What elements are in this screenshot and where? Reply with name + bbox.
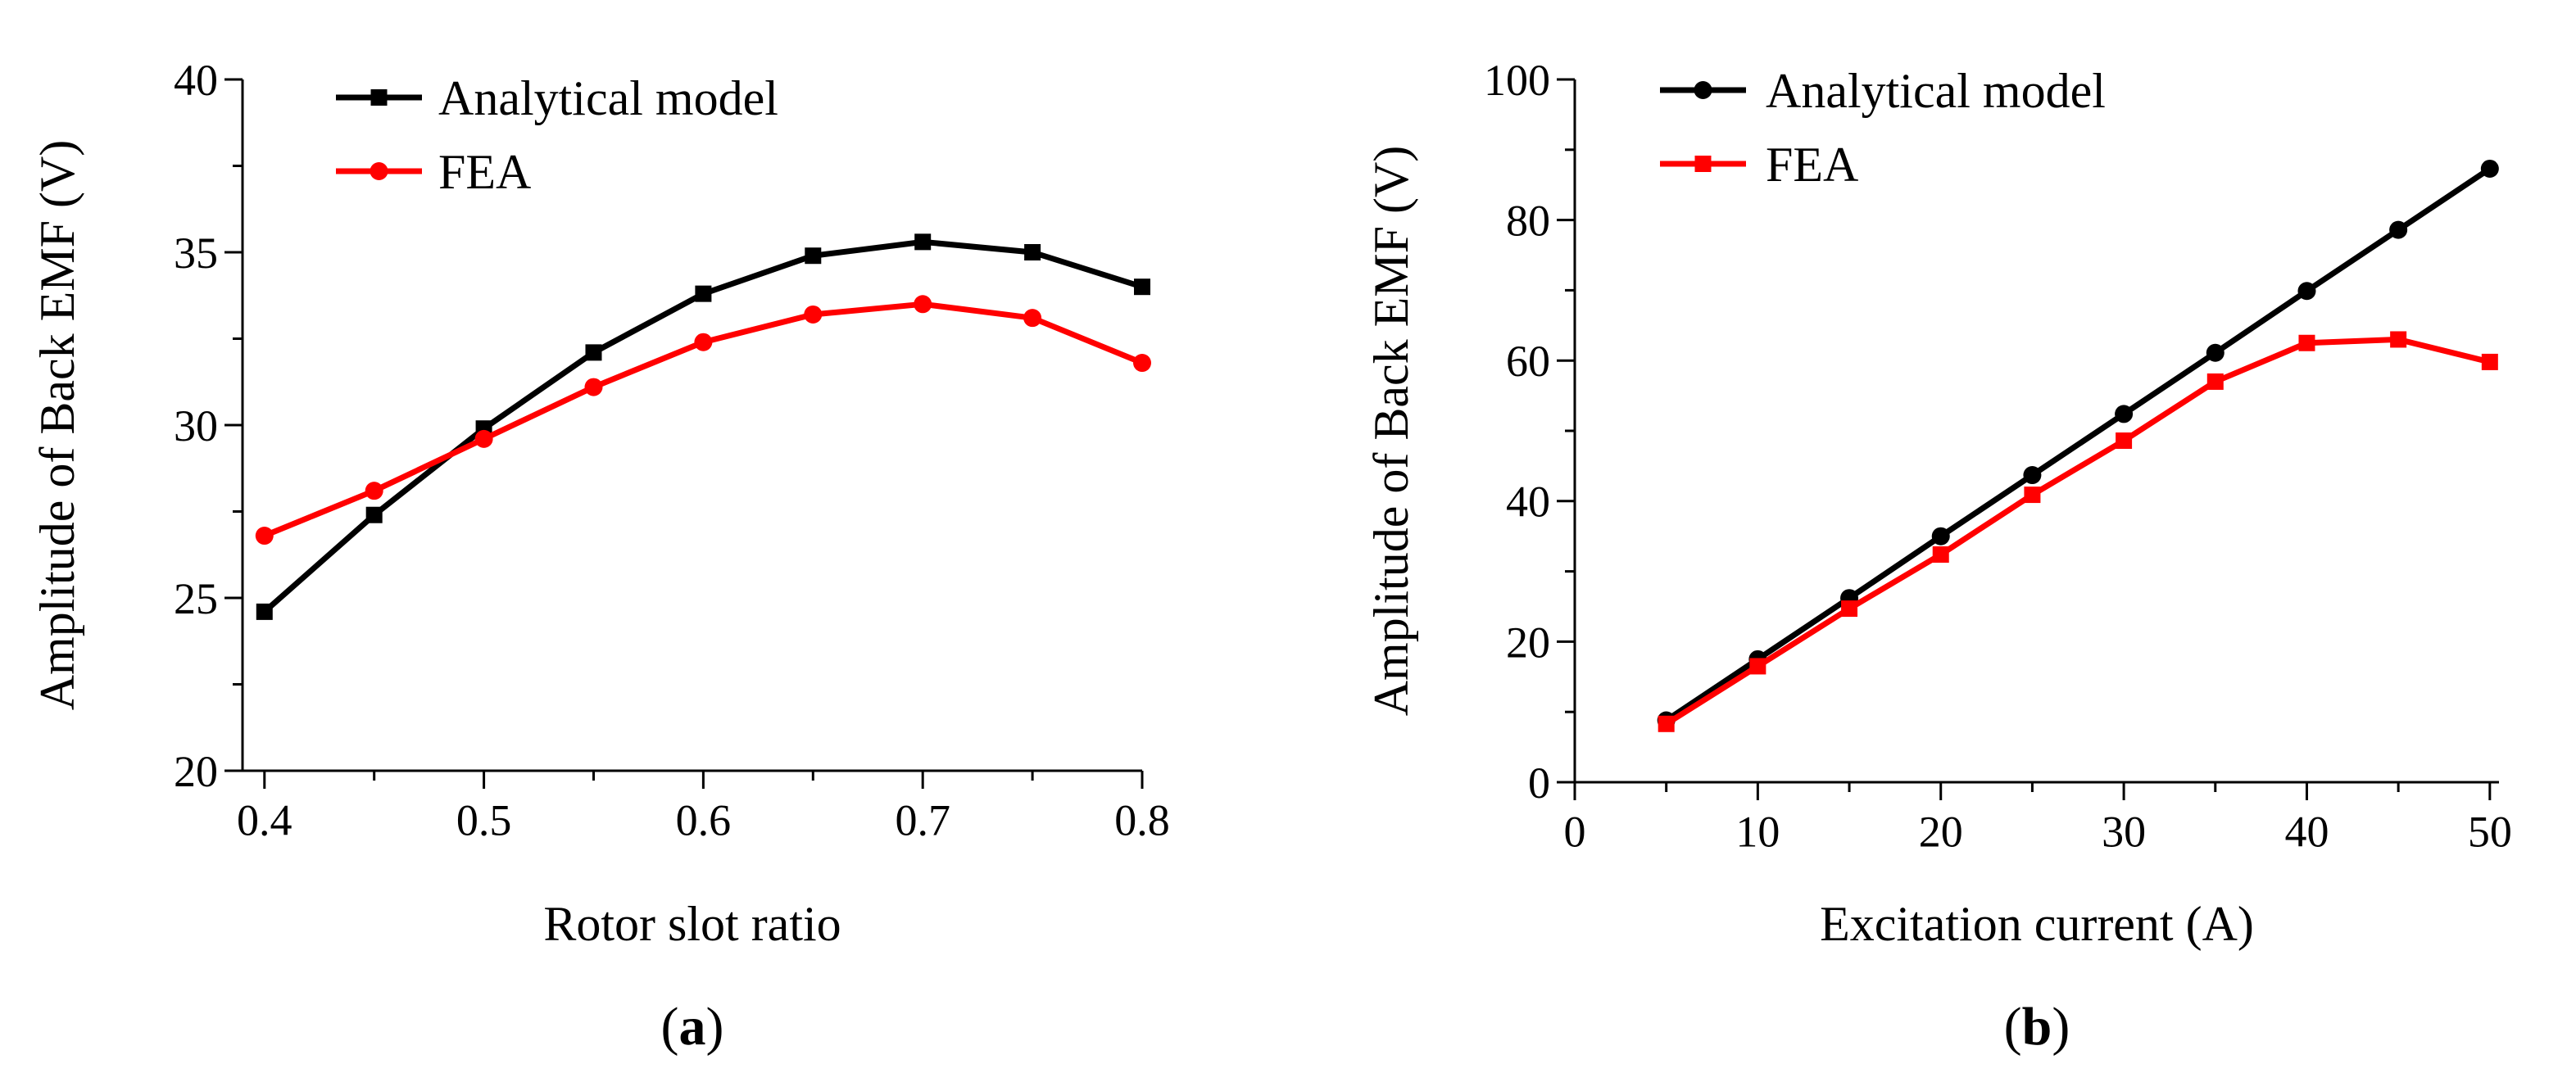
x-tick-label: 20 <box>1919 808 1963 857</box>
data-point-fea <box>2024 487 2041 504</box>
y-tick-label: 40 <box>174 56 218 105</box>
legend-marker-fea <box>1694 156 1712 172</box>
data-point-fea <box>804 305 823 324</box>
y-axis-label: Amplitude of Back EMF (V) <box>1364 146 1418 717</box>
data-point-fea <box>2298 334 2315 351</box>
data-point-fea <box>584 378 603 396</box>
legend-label-analytical-model: Analytical model <box>438 71 778 125</box>
data-point-analytical-model <box>2023 466 2042 485</box>
legend-marker-analytical-model <box>1694 81 1712 99</box>
data-point-fea <box>2206 373 2224 390</box>
x-tick-label: 50 <box>2468 808 2512 857</box>
data-point-fea <box>2481 353 2498 370</box>
y-tick-label: 20 <box>174 747 218 796</box>
legend-marker-fea <box>370 162 388 180</box>
data-point-fea <box>365 482 383 500</box>
data-point-fea <box>1841 600 1858 618</box>
x-tick-label: 0.8 <box>1114 796 1170 845</box>
x-tick-label: 0.4 <box>237 796 293 845</box>
data-point-analytical-model <box>2389 220 2408 239</box>
data-point-fea <box>1749 658 1766 675</box>
data-point-analytical-model <box>585 344 602 361</box>
data-point-analytical-model <box>2206 343 2225 362</box>
data-point-analytical-model <box>256 603 273 620</box>
data-point-analytical-model <box>2480 159 2499 178</box>
data-point-fea <box>255 527 274 546</box>
data-point-analytical-model <box>1931 527 1950 546</box>
x-tick-label: 0 <box>1564 808 1586 857</box>
legend-marker-analytical-model <box>370 89 388 106</box>
data-point-analytical-model <box>365 506 383 523</box>
legend-label-fea: FEA <box>438 145 531 199</box>
data-point-analytical-model <box>1134 278 1150 296</box>
x-tick-label: 0.7 <box>895 796 950 845</box>
legend-label-analytical-model: Analytical model <box>1766 64 2106 118</box>
data-point-fea <box>2390 331 2407 348</box>
x-tick-label: 0.5 <box>456 796 512 845</box>
x-tick-label: 30 <box>2102 808 2146 857</box>
y-tick-label: 100 <box>1484 56 1550 105</box>
data-point-fea <box>1133 354 1151 373</box>
x-axis-label: Rotor slot ratio <box>543 897 841 951</box>
panel-label: (a) <box>661 997 724 1057</box>
data-point-analytical-model <box>2115 405 2134 423</box>
x-tick-label: 40 <box>2284 808 2329 857</box>
data-point-fea <box>1023 309 1042 328</box>
data-point-analytical-model <box>2297 282 2316 301</box>
data-point-fea <box>914 295 932 314</box>
chart-panel-b: 0 20 40 60 80 100 0 10 20 30 40 50 Excitation curren… <box>1364 56 2512 1057</box>
data-point-fea <box>1932 546 1949 564</box>
data-point-analytical-model <box>1024 244 1041 260</box>
data-point-fea <box>474 429 493 448</box>
y-axis-label: Amplitude of Back EMF (V) <box>30 140 84 711</box>
data-point-fea <box>1658 715 1675 732</box>
x-tick-label: 10 <box>1735 808 1780 857</box>
legend-label-fea: FEA <box>1766 138 1858 192</box>
series-line-analytical-model <box>1664 166 2492 723</box>
data-point-analytical-model <box>914 233 932 251</box>
panel-label: (b) <box>2004 997 2070 1057</box>
data-point-analytical-model <box>695 285 712 302</box>
series-line-fea <box>1664 336 2491 727</box>
y-tick-label: 25 <box>174 574 218 623</box>
y-tick-label: 20 <box>1506 618 1550 667</box>
x-axis-label: Excitation current (A) <box>1820 897 2254 951</box>
y-tick-label: 40 <box>1506 478 1550 527</box>
y-tick-label: 80 <box>1506 197 1550 246</box>
y-tick-label: 35 <box>174 229 218 278</box>
data-point-fea <box>694 333 713 351</box>
y-tick-label: 60 <box>1506 337 1550 386</box>
y-tick-label: 30 <box>174 401 218 450</box>
data-point-fea <box>2116 432 2133 450</box>
chart-panel-a: 20 25 30 35 40 0.4 0.5 0.6 0.7 0.8 Rotor slot rati… <box>30 56 1170 1057</box>
data-point-analytical-model <box>805 247 822 265</box>
x-tick-label: 0.6 <box>676 796 732 845</box>
y-tick-label: 0 <box>1528 758 1550 808</box>
